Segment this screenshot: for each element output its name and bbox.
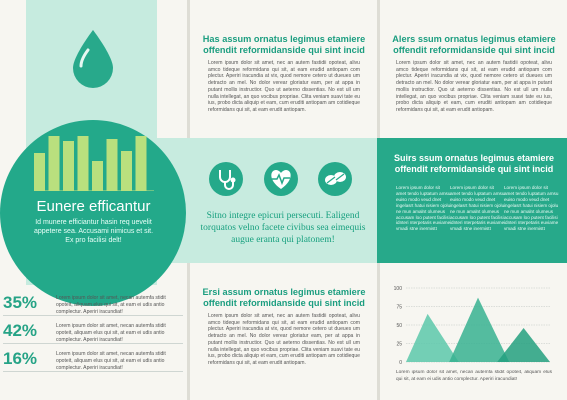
stat-item: 42% Lorem ipsum dolor sit amet, necan au… <box>3 321 185 345</box>
body-text: Lorem ipsum dolor sit amet, nec an autem… <box>208 313 360 366</box>
stat-item: 16% Lorem ipsum dolor sit amet, necan au… <box>3 349 185 373</box>
y-tick-label: 0 <box>399 360 402 366</box>
y-tick-label: 50 <box>396 323 402 329</box>
body-text: Lorem ipsum dolor sit amet, nec an autem… <box>396 60 552 113</box>
stat-description: Lorem ipsum dolor sit amet, necan autemf… <box>56 323 166 343</box>
decor-bar <box>63 141 74 191</box>
section-heading: Has assum ornatus legimus etamiere offen… <box>202 34 366 55</box>
teal-band <box>377 138 567 263</box>
stat-divider <box>3 343 183 344</box>
circle-title: Eunere efficantur <box>36 198 151 215</box>
y-tick-label: 75 <box>396 305 402 311</box>
decor-bar <box>77 136 89 191</box>
decor-bar <box>48 136 60 191</box>
area-peak <box>406 313 459 362</box>
water-drop-icon <box>73 30 113 88</box>
bar-graphic <box>34 136 154 191</box>
body-text: Lorem ipsum dolor sit amet, nec an autem… <box>208 60 360 113</box>
stat-value: 16% <box>3 349 38 368</box>
stat-divider <box>3 315 183 316</box>
chart-caption: Lorem ipsum dolor sit amet, necan autemf… <box>396 370 552 382</box>
section-heading: Ersi assum ornatus legimus etamiere offe… <box>202 287 366 308</box>
band-column: Lorem ipsum dolor sit amet tendo luptatu… <box>450 185 505 232</box>
circle-subtitle: Id munere efficiantur hasin req uevelit … <box>33 219 154 244</box>
stat-value: 42% <box>3 321 38 340</box>
pills-icon <box>318 162 352 196</box>
stat-divider <box>3 371 183 372</box>
stat-description: Lorem ipsum dolor sit amet, necan autemf… <box>56 351 166 371</box>
heart-pulse-icon <box>264 162 298 196</box>
stat-item: 35% Lorem ipsum dolor sit amet, necan au… <box>3 293 185 317</box>
section-heading: Alers ssum ornatus legimus etamiere offe… <box>392 34 556 55</box>
mint-band <box>157 138 377 263</box>
y-tick-label: 100 <box>394 286 403 292</box>
stat-description: Lorem ipsum dolor sit amet, necan autemf… <box>56 295 166 315</box>
feature-circle <box>0 120 186 306</box>
stat-value: 35% <box>3 293 38 312</box>
decor-bar <box>92 161 103 191</box>
band-column: Lorem ipsum dolor sit amet tendo luptatu… <box>504 185 559 232</box>
area-chart: 100 75 50 25 0 <box>394 286 550 366</box>
area-peak <box>497 327 550 362</box>
band-heading: Suirs ssum ornatus legimus etamiere offe… <box>393 153 555 174</box>
y-tick-label: 25 <box>396 342 402 348</box>
stethoscope-icon <box>209 162 243 196</box>
band-column: Lorem ipsum dolor sit amet tendo luptatu… <box>396 185 451 232</box>
area-peak <box>449 297 510 362</box>
decor-bar <box>106 139 118 191</box>
decor-bar <box>135 136 147 191</box>
decor-bar <box>34 153 45 191</box>
pull-quote: Sitno integre epicuri persecuti. Ealigen… <box>200 211 366 245</box>
decor-bar <box>121 151 132 191</box>
